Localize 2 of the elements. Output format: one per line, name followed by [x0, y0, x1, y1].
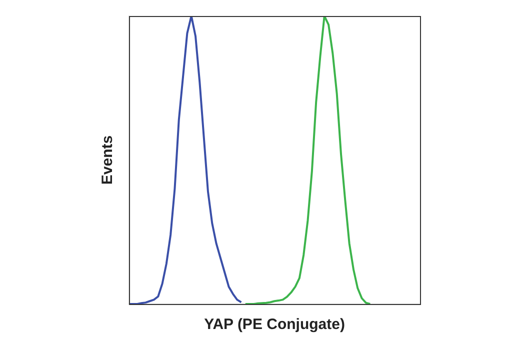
x-axis-title: YAP (PE Conjugate): [204, 316, 345, 334]
y-axis-title: Events: [99, 135, 116, 185]
